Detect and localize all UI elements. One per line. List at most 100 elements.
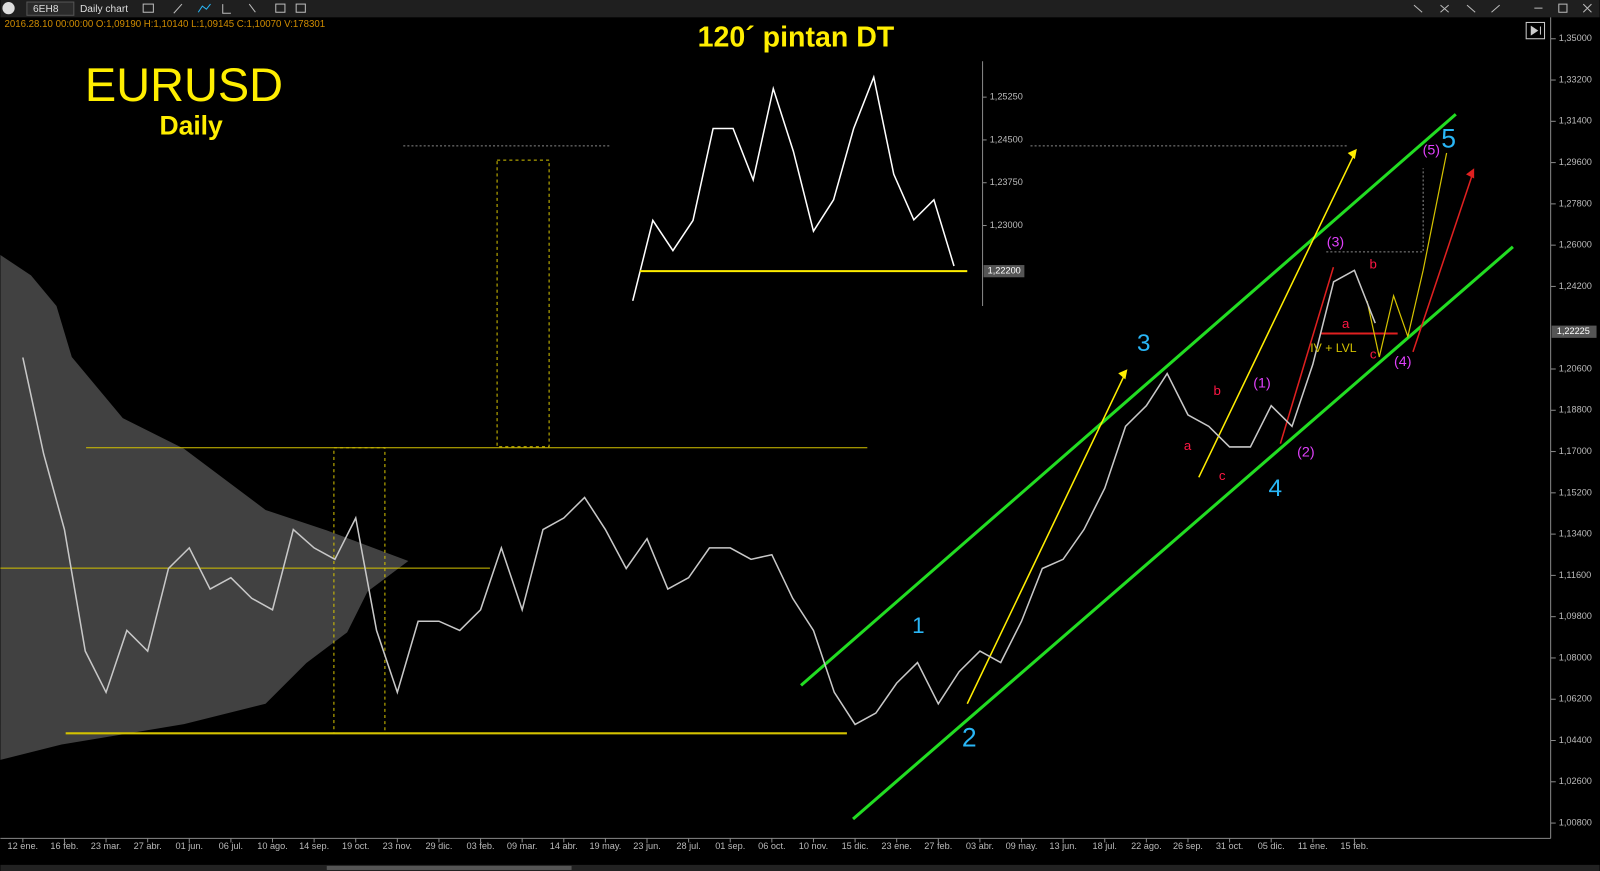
trend-arrow (966, 374, 1126, 705)
x-tick-label: 11 ene. (1298, 841, 1328, 851)
wave-label: 2 (962, 722, 977, 752)
y-tick-label: 1,08000 (1559, 652, 1592, 662)
y-tick-label: 1,35000 (1559, 33, 1592, 43)
x-tick-label: 28 jul. (676, 841, 700, 851)
inset-y-tick-label: 1,23750 (990, 177, 1023, 187)
toolbar (0, 0, 1600, 18)
wave-label: c (1370, 346, 1377, 361)
wave-label: IV + LVL (1310, 341, 1357, 355)
y-tick-label: 1,18800 (1559, 405, 1592, 415)
chart-subtitle: Daily (159, 110, 223, 140)
x-tick-label: 29 dic. (425, 841, 452, 851)
x-tick-label: 03 feb. (467, 841, 495, 851)
channel-line (800, 113, 1457, 687)
x-tick-label: 10 ago. (257, 841, 288, 851)
icon[interactable] (222, 4, 231, 14)
symbol[interactable]: 6EH8 (33, 4, 59, 15)
ohlc-info: 2016.28.10 00:00:00 O:1,09190 H:1,10140 … (4, 19, 325, 30)
window-icons[interactable] (1413, 3, 1592, 13)
y-tick-label: 1,13400 (1559, 529, 1592, 539)
y-tick-label: 1,00800 (1559, 817, 1592, 827)
y-tick-label: 1,33200 (1559, 74, 1592, 84)
icon[interactable] (275, 3, 286, 13)
x-tick-label: 27 feb. (924, 841, 952, 851)
wave-label: b (1369, 257, 1376, 272)
volume-profile (0, 254, 409, 760)
scroll-thumb[interactable] (326, 865, 572, 870)
x-tick-label: 23 ene. (881, 841, 912, 851)
x-tick-label: 27 abr. (134, 841, 162, 851)
collapse-button[interactable] (1525, 21, 1546, 40)
target-line (1326, 168, 1424, 253)
wave-label: (2) (1297, 445, 1314, 461)
icon[interactable] (248, 3, 256, 13)
x-tick-label: 09 may. (1006, 841, 1038, 851)
projection-path (1366, 152, 1448, 358)
x-tick-label: 19 may. (589, 841, 621, 851)
inset-title: 120´ pintan DT (698, 21, 895, 53)
trend-arrow (1412, 175, 1473, 353)
y-tick-label: 1,20600 (1559, 363, 1592, 373)
x-tick-label: 01 jun. (176, 841, 204, 851)
x-tick-label: 15 dic. (842, 841, 869, 851)
wave-label: a (1184, 438, 1192, 453)
y-tick-label: 1,04400 (1559, 735, 1592, 745)
price-line (22, 269, 1376, 726)
wave-label: a (1342, 316, 1350, 331)
wave-label: 1 (912, 613, 924, 638)
price-line (631, 74, 955, 302)
y-tick-label: 1,31400 (1559, 116, 1592, 126)
y-tick-label: 1,02600 (1559, 776, 1592, 786)
wave-label: 3 (1137, 330, 1151, 357)
scrollbar[interactable] (0, 864, 1600, 871)
toolbar-icons (142, 3, 1592, 14)
x-tick-label: 01 sep. (715, 841, 745, 851)
x-tick-label: 31 oct. (1216, 841, 1244, 851)
last-price-label: 1,22225 (1557, 326, 1590, 336)
icon[interactable] (295, 3, 306, 13)
x-tick-label: 14 sep. (299, 841, 329, 851)
y-tick-label: 1,17000 (1559, 446, 1592, 456)
trend-arrow (1198, 154, 1355, 478)
x-tick-label: 06 oct. (758, 841, 786, 851)
symbol-box[interactable] (26, 1, 75, 16)
icon[interactable] (197, 3, 211, 13)
projection-box (496, 159, 550, 448)
x-tick-label: 18 jul. (1093, 841, 1117, 851)
app-icon[interactable] (2, 2, 15, 15)
x-tick-label: 10 nov. (799, 841, 828, 851)
inset-price-tag (983, 265, 1025, 278)
x-tick-label: 23 nov. (383, 841, 412, 851)
x-tick-label: 09 mar. (507, 841, 538, 851)
x-tick-label: 19 oct. (342, 841, 370, 851)
y-tick-label: 1,09800 (1559, 611, 1592, 621)
drawings (0, 113, 1514, 821)
icon[interactable] (173, 3, 183, 14)
wave-label: b (1213, 383, 1220, 398)
chart-title: EURUSD (85, 59, 283, 111)
chart-type[interactable]: Daily chart (80, 4, 128, 15)
y-tick-label: 1,06200 (1559, 694, 1592, 704)
wave-label: 5 (1441, 124, 1456, 154)
collapse-icon (1530, 25, 1541, 36)
x-tick-label: 13 jun. (1049, 841, 1077, 851)
inset-y-tick-label: 1,24500 (990, 134, 1023, 144)
icon[interactable] (142, 3, 154, 13)
range-box (333, 447, 386, 734)
x-tick-label: 22 ago. (1131, 841, 1162, 851)
y-tick-label: 1,11600 (1559, 570, 1591, 580)
x-tick-label: 14 abr. (550, 841, 578, 851)
arrow-head (1347, 148, 1357, 160)
x-tick-label: 12 ene. (8, 841, 39, 851)
wave-label: (3) (1327, 235, 1344, 251)
x-tick-label: 23 jun. (633, 841, 661, 851)
last-price-tag (1551, 325, 1597, 338)
y-tick-label: 1,15200 (1559, 487, 1592, 497)
wave-label: (4) (1394, 354, 1411, 370)
y-tick-label: 1,24200 (1559, 281, 1592, 291)
x-tick-label: 05 dic. (1258, 841, 1285, 851)
y-tick-label: 1,29600 (1559, 157, 1592, 167)
